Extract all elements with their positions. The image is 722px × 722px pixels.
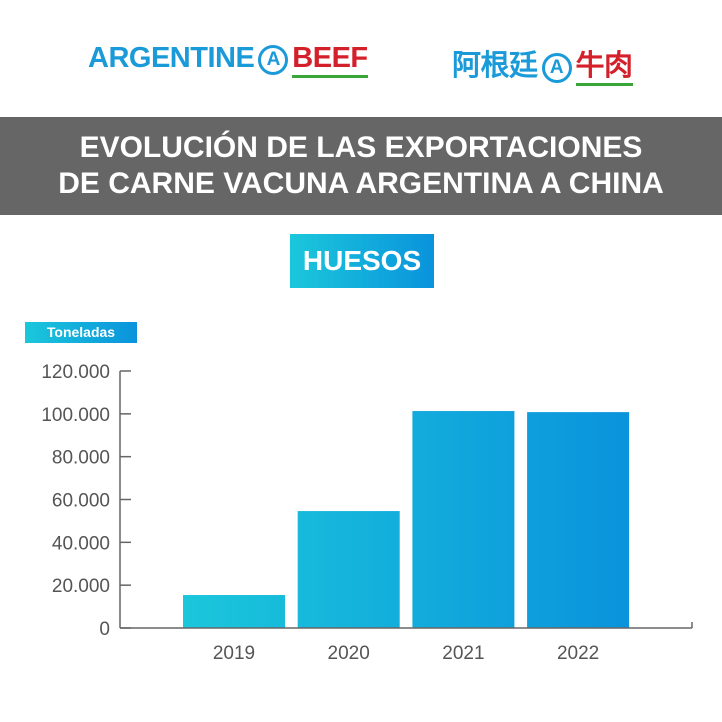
x-tick-label: 2021	[442, 643, 484, 664]
y-tick-label: 40.000	[52, 533, 110, 554]
y-axis-label: Toneladas	[25, 322, 137, 343]
x-tick-label: 2020	[328, 643, 370, 664]
x-tick-label: 2019	[213, 643, 255, 664]
bar-2021	[412, 411, 515, 628]
title-line-2: DE CARNE VACUNA ARGENTINA A CHINA	[58, 167, 664, 200]
logo-text-en: ARGENTINE	[88, 42, 255, 74]
bar-2022	[527, 412, 630, 628]
a-circle-icon: A	[258, 45, 289, 75]
y-tick-label: 100.000	[41, 405, 110, 426]
argentine-beef-logo: ARGENTINE A BEEF	[88, 42, 368, 78]
title-band: EVOLUCIÓN DE LAS EXPORTACIONES DE CARNE …	[0, 117, 722, 215]
bar-2019	[183, 595, 285, 628]
logo-text-zh: 阿根廷	[452, 50, 538, 82]
y-tick-label: 120.000	[41, 362, 110, 383]
y-tick-label: 80.000	[52, 448, 110, 469]
title-line-1: EVOLUCIÓN DE LAS EXPORTACIONES	[79, 131, 643, 164]
y-tick-label: 0	[99, 619, 110, 640]
chart-title: HUESOS	[290, 234, 434, 288]
chinese-logo: 阿根廷 A 牛肉	[452, 42, 633, 86]
x-tick-label: 2022	[557, 643, 599, 664]
bar-2020	[297, 511, 400, 628]
a-circle-icon: A	[541, 53, 572, 83]
logo-text-zh-beef: 牛肉	[575, 50, 633, 86]
logo-text-beef: BEEF	[292, 42, 368, 78]
y-tick-label: 20.000	[52, 576, 110, 597]
y-tick-label: 60.000	[52, 491, 110, 512]
